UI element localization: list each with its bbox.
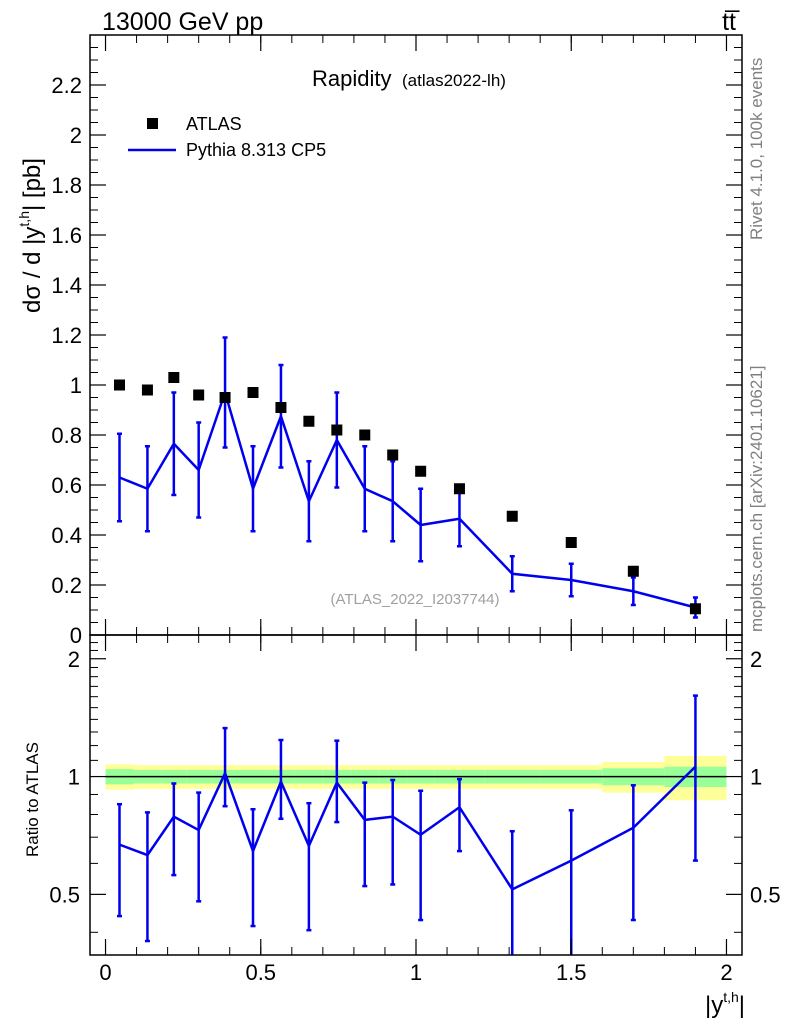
main-ytick-label: 1.4: [51, 273, 82, 298]
ratio-ytick-label-right: 0.5: [750, 882, 781, 907]
data-point: [247, 387, 259, 398]
ratio-xlabel-sup: t,h: [723, 989, 739, 1005]
data-point: [506, 510, 518, 522]
main-ytick-label: 2.2: [51, 73, 82, 98]
main-ytick-label: 1.2: [51, 323, 82, 348]
data-point: [113, 379, 125, 391]
data-point: [359, 429, 371, 441]
main-ytick-label: 1.8: [51, 173, 82, 198]
legend: ATLAS Pythia 8.313 CP5: [128, 114, 326, 160]
header-left: 13000 GeV pp: [102, 8, 263, 36]
data-point: [303, 415, 315, 427]
chart-title: Rapidity: [312, 66, 391, 91]
ratio-ytick-label: 0.5: [49, 882, 80, 907]
legend-label-pythia: Pythia 8.313 CP5: [186, 140, 326, 160]
ratio-xtick-label: 0: [99, 960, 111, 985]
legend-marker-atlas: [147, 118, 158, 129]
mcplots-label: mcplots.cern.ch [arXiv:2401.10621]: [747, 366, 766, 632]
ratio-ytick-label-right: 2: [750, 647, 762, 672]
ratio-ytick-label-right: 1: [750, 765, 762, 790]
main-ytick-label: 0: [70, 623, 82, 648]
legend-label-atlas: ATLAS: [186, 114, 242, 134]
data-point: [689, 603, 701, 615]
data-point: [219, 392, 231, 403]
ratio-xlabel-tail: |: [739, 992, 745, 1019]
main-ytick-label: 1.6: [51, 223, 82, 248]
chart-subtitle: (atlas2022-lh): [402, 71, 506, 90]
ratio-xtick-label: 1.5: [556, 960, 587, 985]
ratio-xtick-label: 2: [720, 960, 732, 985]
data-point: [415, 465, 427, 477]
data-point: [627, 565, 639, 577]
main-ylabel-tail: | [pb]: [19, 158, 46, 211]
rivet-label: Rivet 4.1.0, 100k events: [747, 58, 766, 240]
watermark: (ATLAS_2022_I2037744): [330, 591, 499, 608]
ratio-axis: 0 0.5 1 1.5 2 0.5 0.5 1 1 2 2: [49, 635, 781, 985]
ratio-ytick-label: 2: [68, 647, 80, 672]
main-ytick-label: 2: [70, 123, 82, 148]
main-ytick-label: 0.4: [51, 523, 82, 548]
main-ylabel-main: dσ / d |y: [19, 227, 46, 313]
ratio-plot-area: [105, 694, 727, 955]
main-ytick-label: 0.6: [51, 473, 82, 498]
data-point: [453, 483, 465, 495]
ratio-xtick-label: 0.5: [245, 960, 276, 985]
mc-line: [119, 388, 696, 609]
data-point: [387, 449, 399, 461]
data-point: [193, 389, 205, 401]
header-right: tt̅: [722, 8, 740, 36]
ratio-xtick-label: 1: [410, 960, 422, 985]
ratio-frame: [89, 634, 743, 956]
ratio-xlabel-main: |y: [705, 992, 723, 1019]
main-panel: 00.20.40.60.811.21.41.61.822.2 Rapidity …: [16, 34, 743, 648]
main-ylabel: dσ / d |yt,h| [pb]: [16, 158, 46, 313]
ratio-panel: 0 0.5 1 1.5 2 0.5 0.5 1 1 2 2 Ratio to ATLAS |yt,h…: [23, 634, 781, 1019]
main-ytick-label: 0.8: [51, 423, 82, 448]
main-ytick-label: 1: [70, 373, 82, 398]
data-point: [168, 372, 180, 383]
data-point: [275, 402, 287, 413]
ratio-ytick-label: 1: [68, 765, 80, 790]
ratio-ylabel: Ratio to ATLAS: [23, 742, 42, 857]
ratio-xlabel: |yt,h|: [705, 989, 745, 1019]
main-axis: 0 0.2 0.4 0.6 0.8 1 1.2 1.4 1.6 1.8 2 2.2: [51, 34, 742, 648]
data-point: [331, 424, 343, 436]
main-ylabel-sup: t,h: [16, 211, 32, 227]
data-point: [141, 384, 153, 396]
data-point: [565, 537, 577, 548]
main-plot-area: [113, 336, 701, 619]
main-ytick-label: 0.2: [51, 573, 82, 598]
